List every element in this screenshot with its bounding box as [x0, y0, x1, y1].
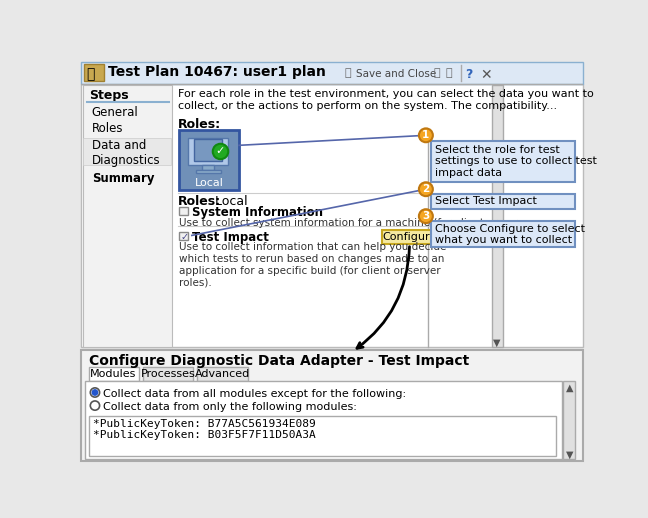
- Text: Configure: Configure: [382, 232, 437, 241]
- Text: System Information: System Information: [192, 206, 323, 219]
- Text: ▼: ▼: [493, 338, 501, 348]
- Text: Processes: Processes: [141, 369, 195, 379]
- Bar: [563, 381, 575, 459]
- Bar: [84, 138, 171, 165]
- Text: Select the role for test
settings to use to collect test
impact data: Select the role for test settings to use…: [435, 145, 597, 178]
- Text: ?: ?: [465, 68, 473, 81]
- Text: Local: Local: [207, 195, 248, 208]
- Bar: [202, 165, 214, 170]
- Text: Data and
Diagnostics: Data and Diagnostics: [92, 139, 161, 167]
- Text: Use to collect information that can help you decide
which tests to rerun based o: Use to collect information that can help…: [179, 242, 447, 287]
- Bar: [89, 367, 139, 381]
- Bar: [179, 207, 188, 215]
- Circle shape: [213, 144, 228, 159]
- Bar: [382, 230, 437, 244]
- Text: Collect data from all modules except for the following:: Collect data from all modules except for…: [102, 388, 406, 399]
- Bar: [492, 85, 503, 347]
- Text: Roles:: Roles:: [178, 118, 221, 131]
- Bar: [84, 64, 104, 81]
- Text: Roles: Roles: [92, 122, 123, 135]
- Text: Modules: Modules: [90, 369, 137, 379]
- Text: Select Test Impact: Select Test Impact: [435, 196, 537, 206]
- Text: ▼: ▼: [566, 450, 573, 460]
- Text: 3: 3: [422, 211, 430, 221]
- Circle shape: [90, 401, 100, 410]
- Bar: [179, 130, 239, 190]
- Circle shape: [92, 390, 98, 395]
- Text: 📒: 📒: [86, 67, 95, 81]
- Text: Steps: Steps: [89, 89, 128, 102]
- Text: Summary: Summary: [92, 172, 154, 185]
- Bar: [197, 367, 248, 381]
- Text: Advanced: Advanced: [194, 369, 249, 379]
- Text: ✕: ✕: [480, 67, 492, 81]
- Text: Configure Diagnostic Data Adapter - Test Impact: Configure Diagnostic Data Adapter - Test…: [89, 354, 469, 368]
- Circle shape: [419, 209, 433, 223]
- Bar: [89, 415, 556, 456]
- Text: Use to collect system information for a machine (for client or ser...: Use to collect system information for a …: [179, 218, 527, 228]
- Bar: [81, 350, 583, 461]
- Text: *PublicKeyToken: B77A5C561934E089
*PublicKeyToken: B03F5F7F11D50A3A: *PublicKeyToken: B77A5C561934E089 *Publi…: [93, 419, 316, 440]
- Bar: [82, 85, 172, 347]
- Text: 💾: 💾: [345, 68, 351, 78]
- Text: For each role in the test environment, you can select the data you want to
colle: For each role in the test environment, y…: [178, 89, 594, 111]
- Text: Save and Close: Save and Close: [356, 69, 436, 79]
- Circle shape: [90, 388, 100, 397]
- Text: 💾: 💾: [434, 68, 440, 78]
- Text: 2: 2: [422, 184, 430, 194]
- Bar: [81, 62, 583, 84]
- Bar: [196, 170, 220, 173]
- Bar: [85, 381, 562, 459]
- Text: ▲: ▲: [566, 382, 573, 393]
- Circle shape: [419, 128, 433, 142]
- Bar: [194, 139, 222, 161]
- Text: Test Plan 10467: user1 plan: Test Plan 10467: user1 plan: [108, 65, 326, 79]
- Text: ✓: ✓: [180, 232, 189, 241]
- Text: Local: Local: [194, 178, 224, 188]
- Text: 🗋: 🗋: [445, 68, 452, 78]
- Text: 1: 1: [422, 131, 430, 140]
- Text: Test Impact: Test Impact: [192, 231, 269, 244]
- Text: Roles:: Roles:: [178, 195, 221, 208]
- Bar: [179, 232, 188, 240]
- Bar: [81, 84, 583, 347]
- Bar: [188, 138, 228, 165]
- Bar: [143, 367, 193, 381]
- Text: ✓: ✓: [216, 147, 226, 156]
- Text: General: General: [92, 106, 139, 119]
- Circle shape: [419, 182, 433, 196]
- Text: Choose Configure to select
what you want to collect: Choose Configure to select what you want…: [435, 224, 585, 246]
- Bar: [432, 221, 575, 247]
- Text: Collect data from only the following modules:: Collect data from only the following mod…: [102, 402, 356, 412]
- Bar: [432, 194, 575, 209]
- Bar: [432, 141, 575, 181]
